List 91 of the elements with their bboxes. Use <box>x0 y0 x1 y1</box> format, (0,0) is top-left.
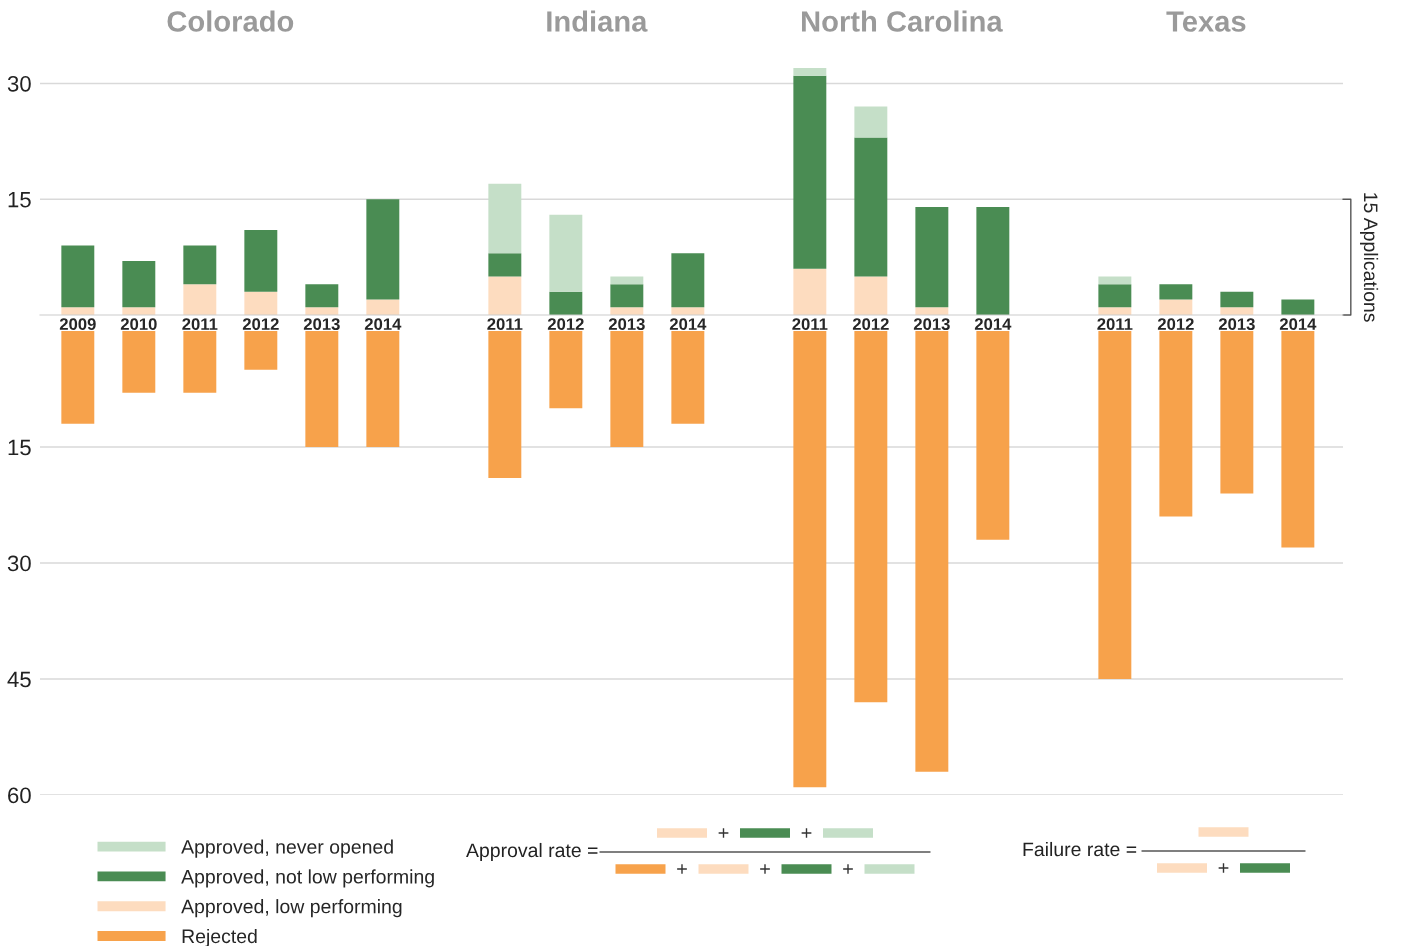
bar <box>854 137 888 277</box>
bar <box>305 331 339 447</box>
bar <box>61 307 95 315</box>
text: Approval rate = <box>466 842 598 862</box>
bar <box>671 331 705 424</box>
bar <box>549 331 583 409</box>
bar <box>1159 331 1193 517</box>
bar <box>305 307 339 315</box>
bar <box>366 199 400 300</box>
bar <box>183 245 217 285</box>
text: Failure rate = <box>1023 841 1137 857</box>
bar <box>183 331 217 393</box>
bar <box>1098 276 1132 285</box>
legend-label: Approved, never opened <box>181 839 393 858</box>
bar <box>549 214 583 292</box>
bar <box>1159 284 1193 300</box>
bar <box>1220 291 1254 308</box>
bar <box>305 284 339 308</box>
x-tick-label: 2013 <box>608 318 645 331</box>
bar <box>671 253 705 308</box>
bar <box>854 276 888 315</box>
text: 15 Applications <box>1360 193 1379 322</box>
x-tick-label: 2014 <box>1279 318 1317 331</box>
x-tick-label: 2011 <box>487 318 523 331</box>
x-tick-label: 2013 <box>303 318 340 331</box>
bar <box>366 299 400 315</box>
bar <box>1220 331 1254 494</box>
bar <box>854 331 888 703</box>
x-tick-label: 2010 <box>120 318 157 331</box>
x-tick-label: 2011 <box>182 318 218 331</box>
text: Colorado <box>167 10 294 32</box>
bar <box>244 291 278 315</box>
y-tick-label: 45 <box>7 671 31 688</box>
bar <box>244 230 278 292</box>
bar <box>1098 307 1132 315</box>
y-tick-label: 15 <box>8 191 31 208</box>
bar <box>61 245 95 308</box>
bar <box>244 331 278 370</box>
legend-label: Approved, low performing <box>181 899 402 918</box>
bar <box>1281 331 1315 548</box>
bar <box>610 307 644 315</box>
bar <box>610 284 644 308</box>
bar <box>1098 284 1132 308</box>
legend-label: Approved, not low performing <box>181 869 434 888</box>
bar <box>1159 299 1193 315</box>
bar <box>122 331 156 393</box>
bar <box>793 331 827 788</box>
text: Indiana <box>547 10 648 32</box>
x-tick-label: 2012 <box>1157 318 1194 331</box>
x-tick-label: 2014 <box>974 318 1012 331</box>
bar <box>366 331 400 447</box>
y-tick-label: 60 <box>8 787 31 804</box>
bar <box>488 183 522 254</box>
bar <box>1281 299 1315 315</box>
x-tick-label: 2009 <box>59 318 96 331</box>
x-tick-label: 2012 <box>547 318 584 331</box>
bar <box>1220 307 1254 315</box>
bar <box>488 253 522 277</box>
x-tick-label: 2012 <box>852 318 889 331</box>
x-tick-label: 2011 <box>792 318 828 331</box>
x-tick-label: 2013 <box>1218 318 1255 331</box>
text: Texas <box>1166 11 1246 32</box>
x-tick-label: 2011 <box>1097 318 1133 331</box>
bar <box>610 331 644 447</box>
bar <box>854 106 888 138</box>
bar <box>976 206 1010 315</box>
bar <box>61 331 95 424</box>
bar <box>549 291 583 315</box>
x-tick-label: 2014 <box>364 318 402 331</box>
bar <box>915 331 949 772</box>
y-tick-label: 30 <box>7 555 31 572</box>
x-tick-label: 2014 <box>669 318 707 331</box>
bar <box>122 307 156 315</box>
bar <box>183 284 217 315</box>
bar <box>1098 331 1132 679</box>
bar <box>976 331 1010 540</box>
y-tick-label: 30 <box>7 75 31 92</box>
bar <box>488 276 522 315</box>
bar <box>671 307 705 315</box>
x-tick-label: 2013 <box>913 318 950 331</box>
bar <box>122 260 156 308</box>
y-tick-label: 15 <box>8 439 31 456</box>
text: North Carolina <box>802 10 1003 32</box>
bar <box>915 206 949 308</box>
bar <box>488 331 522 478</box>
bar <box>610 276 644 285</box>
bar <box>793 68 827 76</box>
bar <box>793 268 827 315</box>
bar <box>915 307 949 315</box>
x-tick-label: 2012 <box>242 318 279 331</box>
bar <box>793 75 827 269</box>
